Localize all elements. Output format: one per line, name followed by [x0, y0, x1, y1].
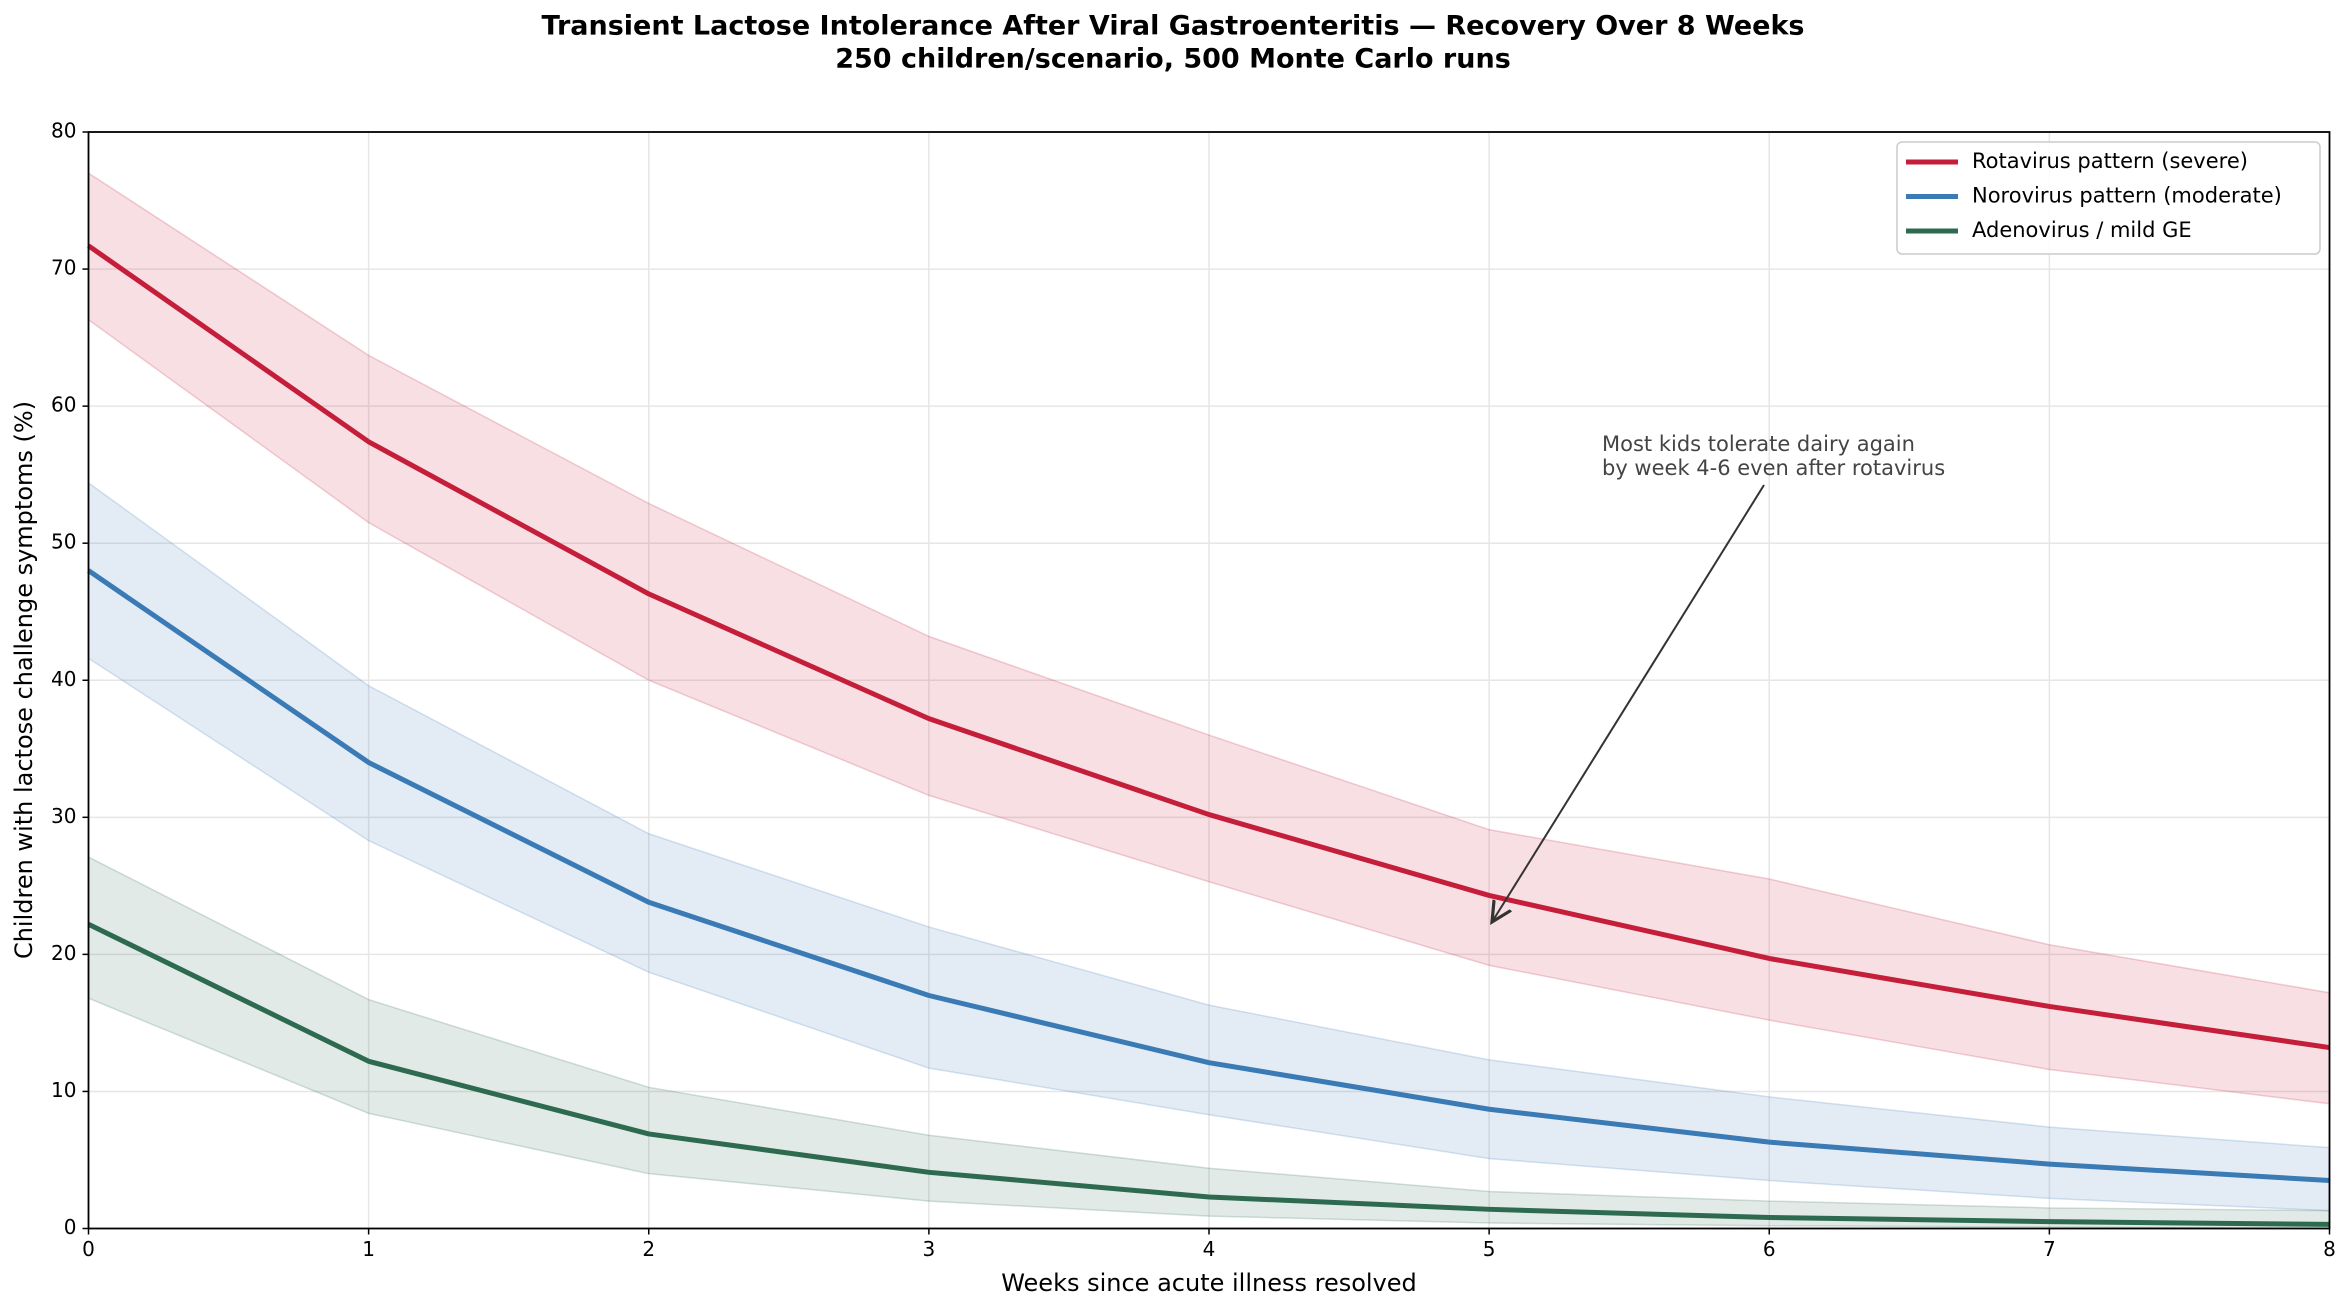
y-tick-label: 70 — [51, 256, 76, 280]
series-line — [87, 243, 2330, 1051]
legend-label: Rotavirus pattern (severe) — [1972, 149, 2248, 173]
chart-title: Transient Lactose Intolerance After Vira… — [542, 11, 1805, 42]
x-tick-label: 0 — [82, 1237, 95, 1261]
y-tick-label: 50 — [51, 530, 76, 554]
x-tick-label: 2 — [642, 1237, 655, 1261]
x-tick-label: 1 — [362, 1237, 375, 1261]
x-tick-label: 7 — [2043, 1237, 2056, 1261]
chart-subtitle: 250 children/scenario, 500 Monte Carlo r… — [835, 44, 1511, 75]
legend: Rotavirus pattern (severe) Norovirus patt… — [1896, 141, 2321, 255]
annotation-arrow — [1492, 484, 1765, 922]
y-axis-label: Children with lactose challenge symptoms… — [10, 401, 38, 959]
series-line — [87, 568, 2330, 1184]
x-tick-label: 3 — [923, 1237, 936, 1261]
x-tick-label: 5 — [1483, 1237, 1496, 1261]
legend-label: Adenovirus / mild GE — [1972, 218, 2192, 242]
y-tick-label: 40 — [51, 667, 76, 691]
plot-frame — [87, 131, 2331, 1230]
y-tick-label: 0 — [64, 1215, 77, 1239]
y-tick-label: 20 — [51, 941, 76, 965]
y-tick-label: 80 — [51, 119, 76, 143]
x-axis-label: Weeks since acute illness resolved — [1001, 1269, 1417, 1297]
annotation-text: Most kids tolerate dairy again — [1602, 432, 1915, 456]
annotation-text: by week 4-6 even after rotavirus — [1602, 456, 1945, 480]
y-tick-label: 10 — [51, 1078, 76, 1102]
legend-label: Norovirus pattern (moderate) — [1972, 184, 2282, 208]
x-tick-label: 8 — [2323, 1237, 2336, 1261]
y-tick-label: 30 — [51, 804, 76, 828]
y-tick-label: 60 — [51, 393, 76, 417]
x-tick-label: 6 — [1763, 1237, 1776, 1261]
x-tick-label: 4 — [1203, 1237, 1216, 1261]
legend-box — [1896, 141, 2321, 255]
series-line — [87, 921, 2330, 1227]
